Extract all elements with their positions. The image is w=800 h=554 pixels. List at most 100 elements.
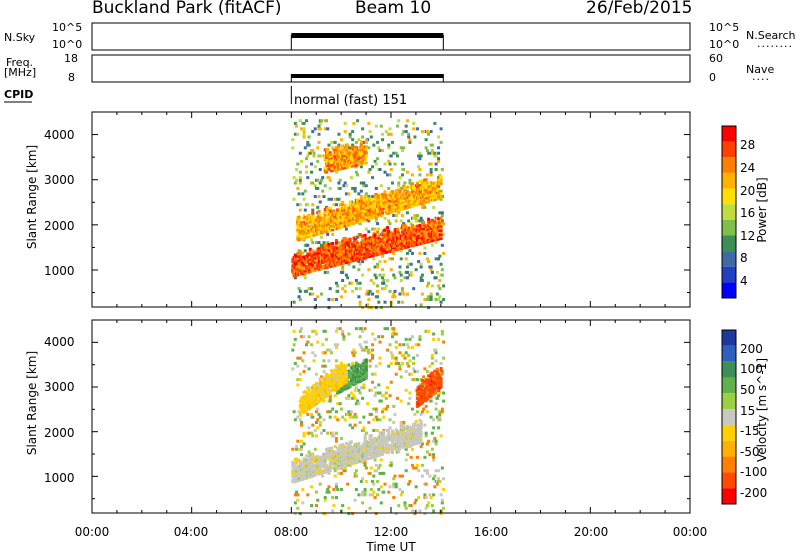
data-cell [300,256,304,260]
data-cell [387,246,391,250]
data-cell [364,208,368,212]
data-cell [394,428,398,432]
scatter-cell [410,509,414,513]
scatter-cell [424,506,428,510]
data-cell [392,439,396,443]
scatter-cell [377,383,381,387]
scatter-cell [374,306,378,310]
data-cell [433,234,437,238]
scatter-cell [394,151,398,155]
scatter-cell [388,343,392,347]
data-cell [376,230,380,234]
scatter-cell [408,391,412,395]
data-cell [336,366,340,370]
scatter-cell [316,186,320,190]
data-cell [326,265,330,269]
data-cell [337,452,341,456]
data-cell [420,199,424,203]
scatter-cell [417,154,421,158]
scatter-cell [373,337,377,341]
scatter-cell [303,249,307,253]
scatter-cell [408,396,412,400]
data-cell [328,157,332,161]
scatter-cell [292,329,296,333]
scatter-cell [352,353,356,357]
scatter-cell [384,396,388,400]
scatter-cell [332,487,336,491]
data-cell [343,240,347,244]
scatter-cell [319,178,323,182]
data-cell [391,243,394,247]
data-cell [353,217,357,221]
scatter-cell [383,327,387,331]
scatter-cell [361,127,365,131]
data-cell [364,366,368,370]
data-cell [307,235,311,239]
data-cell [363,454,367,458]
scatter-cell [333,469,337,473]
scatter-cell [384,284,388,288]
data-cell [366,197,370,201]
data-cell [430,220,434,224]
data-cell [297,268,301,272]
data-cell [357,148,361,152]
scatter-cell [310,238,314,242]
scatter-cell [318,154,322,158]
data-cell [407,245,411,249]
scatter-cell [405,170,409,174]
data-cell [408,191,412,195]
data-cell [369,208,373,212]
scatter-cell [369,388,373,392]
scatter-cell [328,396,332,400]
scatter-cell [352,394,356,398]
scatter-cell [357,192,361,196]
heatmap-cells [291,119,446,516]
data-cell [383,245,387,249]
scatter-cell [372,418,376,422]
scatter-cell [332,203,336,207]
data-cell [326,151,330,155]
data-cell [319,267,323,271]
scatter-cell [361,306,365,310]
data-cell [439,383,443,387]
data-cell [356,241,360,245]
data-cell [386,226,390,230]
scatter-cell [368,471,372,475]
scatter-cell [296,493,300,497]
scatter-cell [439,262,443,266]
scatter-cell [397,450,401,454]
data-cell [373,243,377,247]
data-cell [323,209,327,213]
data-cell [377,234,381,238]
scatter-cell [321,189,325,193]
data-cell [291,460,295,464]
scatter-cell [298,119,302,123]
data-cell [373,207,377,211]
data-cell [329,456,333,460]
data-cell [427,219,431,223]
data-cell [438,174,442,178]
scatter-cell [349,391,353,395]
scatter-cell [369,306,373,310]
data-cell [358,235,362,239]
scatter-cell [381,254,385,258]
data-cell [346,242,350,246]
data-cell [291,258,295,262]
data-cell [386,244,390,248]
data-cell [356,220,360,224]
scatter-cell [298,372,302,376]
scatter-cell [425,149,429,153]
scatter-cell [427,501,431,505]
data-cell [311,229,315,233]
scatter-cell [442,251,446,255]
data-cell [305,409,309,413]
scatter-cell [292,197,296,201]
data-cell [354,240,358,244]
scatter-cell [429,170,433,174]
scatter-cell [297,287,301,291]
data-cell [293,465,297,469]
scatter-cell [310,431,314,435]
scatter-cell [425,370,429,374]
scatter-cell [318,121,322,125]
data-cell [341,217,345,221]
